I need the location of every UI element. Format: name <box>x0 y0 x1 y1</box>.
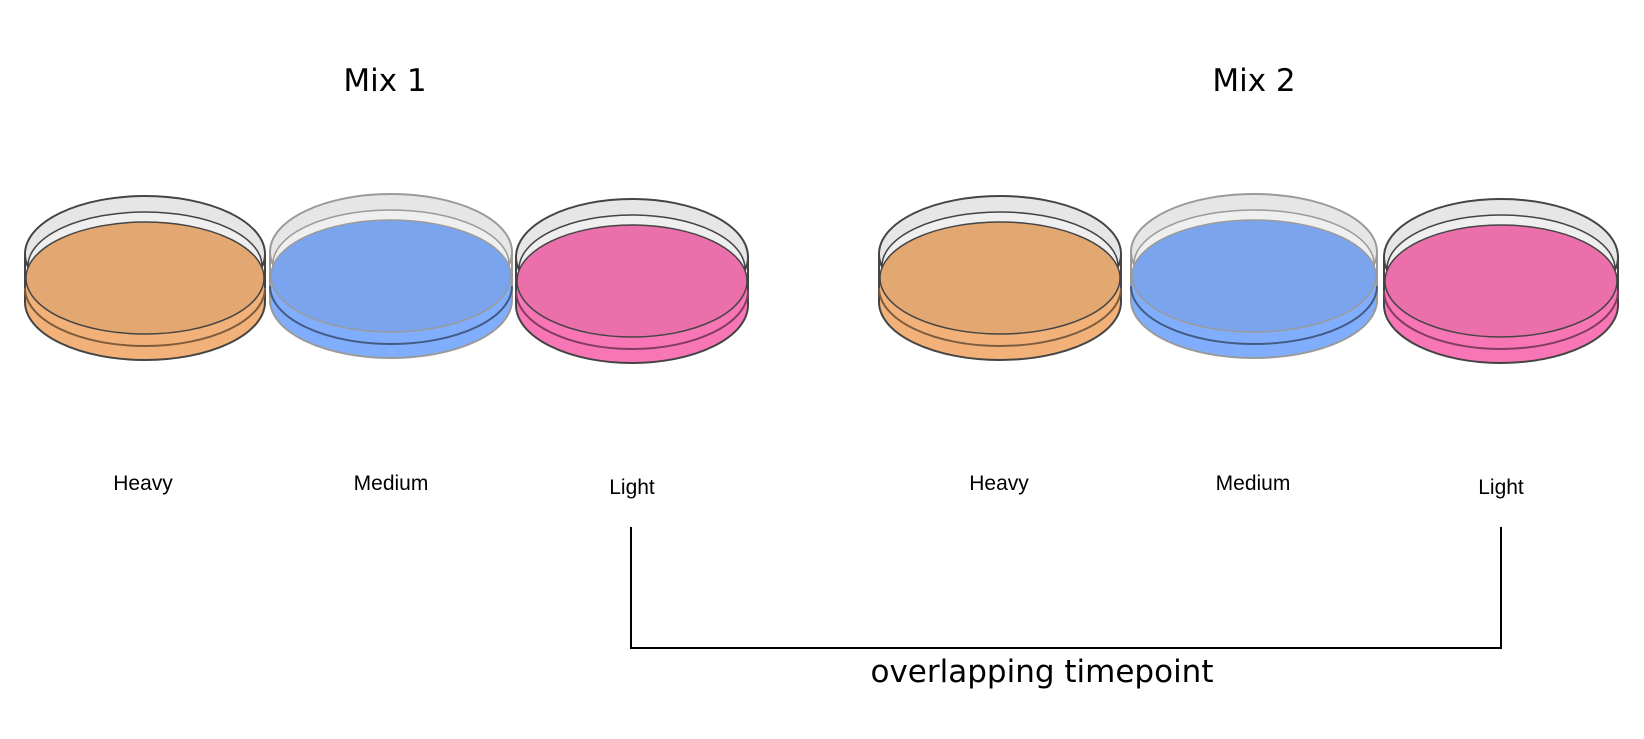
mix-1-heavy-label: Heavy <box>113 472 173 495</box>
dish-heavy-mix-1 <box>24 195 266 361</box>
mix-2-medium-label: Medium <box>1216 472 1291 495</box>
dish-heavy-mix-2 <box>878 195 1122 361</box>
mix-2-heavy-label: Heavy <box>969 472 1029 495</box>
mix-1-light-label: Light <box>609 476 655 499</box>
dish-medium-mix-1 <box>269 193 513 359</box>
mix-1-medium-label: Medium <box>354 472 429 495</box>
mix-2-light-label: Light <box>1478 476 1524 499</box>
overlap-bracket <box>630 527 1502 649</box>
dish-light-mix-2 <box>1383 198 1619 364</box>
overlap-caption: overlapping timepoint <box>871 654 1214 690</box>
petri-dishes <box>24 193 1619 364</box>
mix-1-title: Mix 1 <box>343 63 426 99</box>
dish-light-mix-1 <box>515 198 749 364</box>
dish-medium-mix-2 <box>1130 193 1378 359</box>
mix-2-title: Mix 2 <box>1212 63 1295 99</box>
